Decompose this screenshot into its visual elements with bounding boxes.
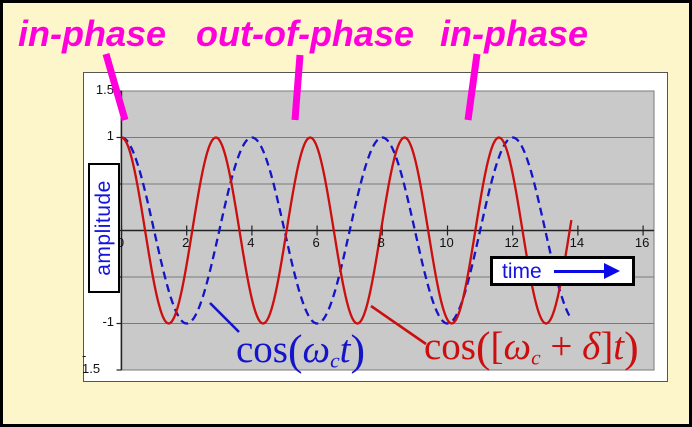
- x-tick-label-16: 16: [634, 235, 650, 250]
- curve-blue-carrier: [121, 136, 573, 325]
- formula-red-delta: δ: [582, 325, 601, 368]
- amplitude-axis-label: amplitude: [92, 180, 115, 276]
- time-axis-label-box: time: [490, 256, 635, 286]
- formula-red-open: (: [476, 323, 491, 372]
- amplitude-axis-label-box: amplitude: [88, 163, 120, 293]
- formula-red-close-bracket: ]: [600, 325, 614, 368]
- time-axis-label: time: [502, 259, 542, 283]
- x-tick-label-6: 6: [312, 235, 320, 250]
- time-arrow-head-icon: [603, 263, 620, 279]
- formula-blue-sub-c: c: [330, 348, 340, 373]
- phase-label-in-phase-1: in-phase: [17, 13, 167, 54]
- x-tick-label-8: 8: [377, 235, 385, 250]
- formula-red-close: ): [624, 323, 639, 372]
- formula-red-t: t: [613, 325, 625, 368]
- formula-blue: cos(ωct): [236, 326, 365, 375]
- formula-red-omega: ω: [503, 325, 532, 368]
- formula-red-cos: cos: [424, 325, 476, 368]
- formula-blue-omega: ω: [302, 328, 331, 371]
- phase-label-out-of-phase: out-of-phase: [196, 13, 414, 54]
- y-tick-m1p5: - 1.5: [82, 349, 122, 375]
- y-tick-1p5: 1.5: [95, 82, 114, 97]
- x-tick-label-12: 12: [504, 235, 519, 250]
- formula-red-sub-c: c: [531, 345, 541, 370]
- formula-red-plus: +: [540, 325, 583, 368]
- formula-blue-t: t: [339, 328, 351, 371]
- formula-red: cos([ωc + δ]t): [424, 323, 639, 372]
- y-tick-m1: -1: [102, 314, 114, 329]
- y-tick-1: 1: [106, 128, 114, 143]
- time-arrow-shaft: [553, 269, 604, 273]
- formula-blue-cos: cos: [236, 328, 288, 371]
- x-tick-label-2: 2: [182, 235, 190, 250]
- y-tick-m1p5-line1: -: [82, 348, 87, 363]
- curve-red-shifted: [121, 136, 573, 325]
- x-tick-label-10: 10: [439, 235, 454, 250]
- x-tick-label-0: 0: [116, 235, 125, 250]
- formula-blue-close: ): [350, 326, 365, 375]
- x-tick-label-14: 14: [569, 235, 585, 250]
- x-axis-tick-labels: 0 2 4 6 8 10 12 14 16: [3, 235, 689, 251]
- y-tick-m1p5-line2: 1.5: [82, 361, 101, 376]
- x-tick-label-4: 4: [247, 235, 255, 250]
- formula-blue-open: (: [288, 326, 303, 375]
- formula-red-open-bracket: [: [490, 325, 504, 368]
- phase-label-in-phase-2: in-phase: [439, 13, 589, 54]
